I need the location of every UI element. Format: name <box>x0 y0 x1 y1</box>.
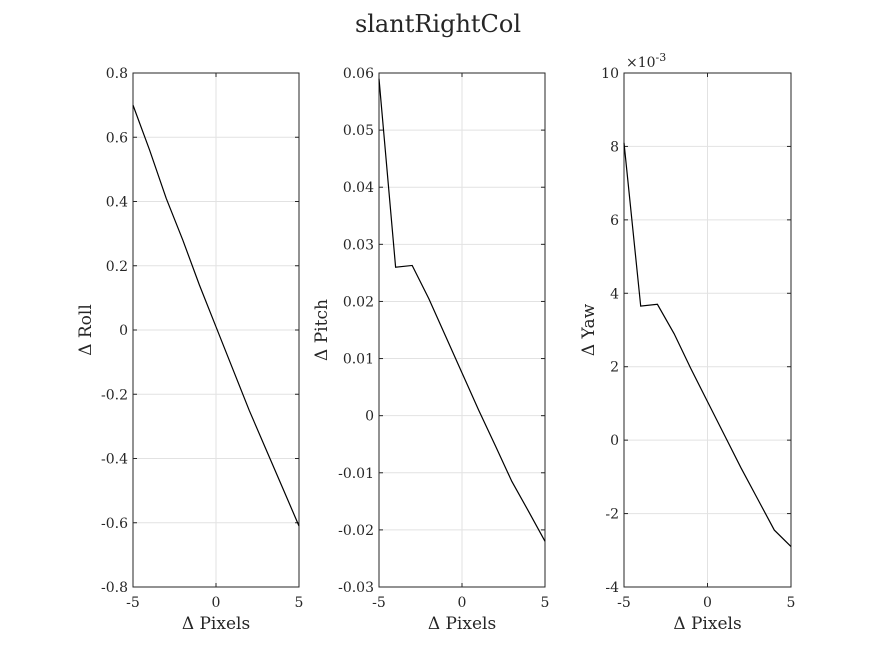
pitch-x-tick-label: -5 <box>372 595 386 611</box>
yaw-y-tick-label: 4 <box>610 286 619 302</box>
roll-y-tick-label: -0.6 <box>101 516 128 532</box>
roll-y-tick-label: -0.2 <box>101 387 128 403</box>
roll-y-tick-label: 0.4 <box>106 195 128 211</box>
pitch-y-tick-label: 0.06 <box>343 66 374 82</box>
pitch-y-tick-label: 0.04 <box>343 180 374 196</box>
figure-title: slantRightCol <box>355 10 521 38</box>
yaw-y-tick-label: 8 <box>610 139 619 155</box>
yaw-y-exponent-label: ×10-3 <box>626 51 666 71</box>
pitch-y-tick-label: 0.02 <box>343 294 374 310</box>
yaw-y-tick-label: -2 <box>605 507 619 523</box>
pitch-y-axis-label: Δ Pitch <box>312 299 332 361</box>
yaw-y-tick-label: 0 <box>610 433 619 449</box>
pitch-x-tick-label: 5 <box>541 595 550 611</box>
pitch-y-tick-label: 0.01 <box>343 352 374 368</box>
yaw-y-tick-label: -4 <box>605 580 619 596</box>
pitch-x-tick-label: 0 <box>458 595 467 611</box>
yaw-x-tick-label: 0 <box>703 595 712 611</box>
roll-x-axis-label: Δ Pixels <box>182 614 250 634</box>
roll-x-tick-label: 5 <box>295 595 304 611</box>
pitch-y-tick-label: -0.03 <box>338 580 374 596</box>
roll-subplot: -5 0 5 0.8 0.6 0.4 0.2 0 -0.2 -0.4 -0.6 -0.8 Δ Pixel… <box>76 66 303 634</box>
roll-x-tick-label: 0 <box>212 595 221 611</box>
pitch-y-tick-label: -0.02 <box>338 523 374 539</box>
yaw-y-axis-label: Δ Yaw <box>579 303 599 356</box>
roll-y-tick-label: 0.2 <box>106 259 128 275</box>
pitch-subplot: -5 0 5 0.06 0.05 0.04 0.03 0.02 0.01 0 -0.01 -0.02 -… <box>312 66 549 634</box>
yaw-y-tick-label: 2 <box>610 360 619 376</box>
roll-y-tick-label: -0.8 <box>101 580 128 596</box>
pitch-x-axis-label: Δ Pixels <box>428 614 496 634</box>
yaw-y-tick-label: 10 <box>601 66 619 82</box>
roll-y-tick-label: 0.8 <box>106 66 128 82</box>
yaw-x-tick-label: 5 <box>787 595 796 611</box>
yaw-y-tick-label: 6 <box>610 213 619 229</box>
pitch-series-line <box>378 78 546 542</box>
roll-y-axis-label: Δ Roll <box>76 304 96 356</box>
roll-y-tick-label: -0.4 <box>101 452 128 468</box>
yaw-y-exponent-base: ×10 <box>626 55 656 71</box>
pitch-y-tick-label: 0 <box>365 409 374 425</box>
yaw-x-tick-label: -5 <box>617 595 631 611</box>
yaw-series-line <box>623 142 792 548</box>
yaw-y-exponent-power: -3 <box>656 51 667 64</box>
yaw-x-axis-label: Δ Pixels <box>673 614 741 634</box>
roll-series-line <box>132 104 300 527</box>
pitch-y-tick-label: 0.03 <box>343 237 374 253</box>
roll-y-tick-label: 0.6 <box>106 130 128 146</box>
roll-x-tick-label: -5 <box>126 595 140 611</box>
pitch-y-tick-label: -0.01 <box>338 466 374 482</box>
pitch-y-tick-label: 0.05 <box>343 123 374 139</box>
yaw-subplot: -5 0 5 10 8 6 4 2 0 -2 -4 ×10-3 Δ Pixels Δ Yaw <box>579 51 795 634</box>
roll-y-tick-label: 0 <box>119 323 128 339</box>
